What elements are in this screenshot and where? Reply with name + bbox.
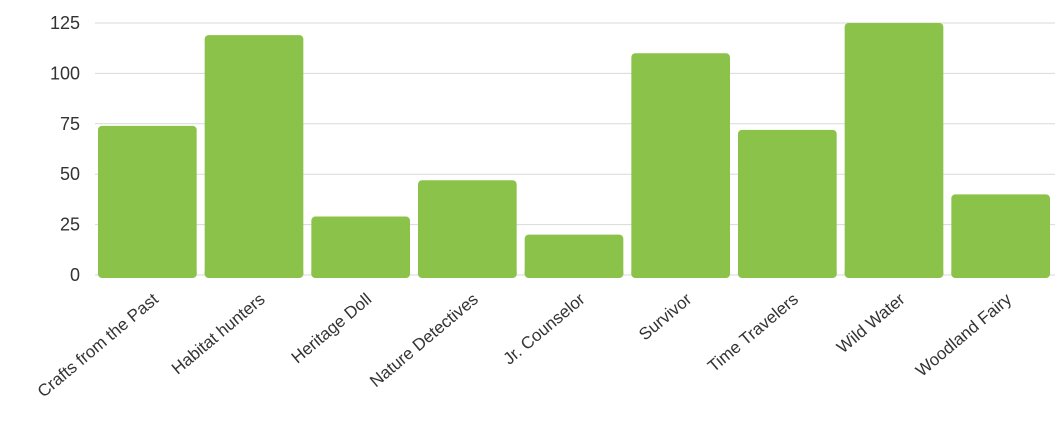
x-tick-label: Survivor <box>635 289 695 344</box>
bar-base <box>631 271 730 275</box>
x-tick-label: Wild Water <box>833 289 909 357</box>
x-tick-label: Habitat hunters <box>168 290 269 379</box>
bar-base <box>951 271 1050 275</box>
x-tick-label: Crafts from the Past <box>34 289 162 401</box>
y-tick-label: 100 <box>50 63 80 83</box>
x-axis: Crafts from the Past Habitat hunters Herit… <box>34 289 1016 401</box>
bar[interactable] <box>418 180 517 278</box>
bars <box>98 23 1050 278</box>
bar-base <box>98 271 197 275</box>
bar[interactable] <box>844 23 944 278</box>
bar-base <box>204 271 304 275</box>
bar-base <box>418 271 517 275</box>
bar[interactable] <box>311 216 410 278</box>
x-tick-label: Heritage Doll <box>288 290 375 368</box>
y-tick-label: 25 <box>60 215 80 235</box>
x-tick-label: Woodland Fairy <box>912 289 1016 380</box>
bar-base <box>311 271 410 275</box>
bar-base <box>738 271 837 275</box>
x-tick-label: Nature Detectives <box>366 290 482 391</box>
bar[interactable] <box>951 194 1050 278</box>
bar[interactable] <box>204 35 304 278</box>
y-tick-label: 0 <box>70 265 80 285</box>
bar[interactable] <box>631 53 730 278</box>
y-tick-label: 75 <box>60 114 80 134</box>
x-tick-label: Time Travelers <box>704 290 802 376</box>
bar-base <box>524 271 624 275</box>
y-axis: 0 25 50 75 100 125 <box>50 13 80 285</box>
bar[interactable] <box>738 129 837 278</box>
y-tick-label: 50 <box>60 164 80 184</box>
x-tick-label: Jr. Counselor <box>500 289 589 368</box>
bar-base <box>844 271 944 275</box>
bar[interactable] <box>524 234 624 278</box>
y-tick-label: 125 <box>50 13 80 33</box>
bar[interactable] <box>98 125 197 278</box>
